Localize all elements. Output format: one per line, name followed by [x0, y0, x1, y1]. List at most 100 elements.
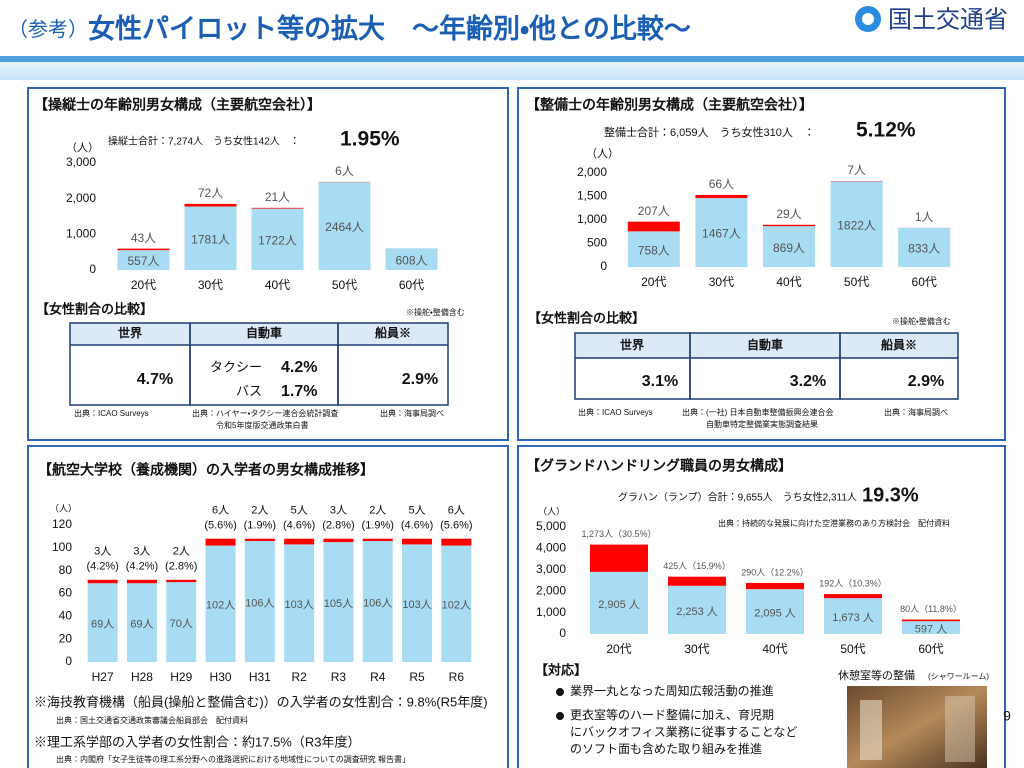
- bar-segment: [87, 579, 118, 584]
- y-tick-label: 120: [52, 517, 72, 531]
- bar-segment: [205, 545, 236, 662]
- bar-segment: [385, 248, 438, 270]
- chart-title: 【航空大学校（養成機関）の入学者の男女構成推移】: [38, 462, 374, 478]
- bar-segment: [244, 540, 275, 662]
- bar-segment: [184, 203, 237, 207]
- x-tick-label: 60代: [918, 642, 943, 656]
- x-tick-label: R3: [331, 670, 347, 684]
- x-tick-label: H28: [131, 670, 153, 684]
- x-tick-label: 60代: [912, 275, 937, 289]
- table-header: 世界: [620, 337, 644, 352]
- value-label: 290人（12.2%）: [741, 567, 809, 577]
- bar-segment: [402, 544, 433, 662]
- x-tick-label: H27: [92, 670, 114, 684]
- share-label: (5.6%): [204, 520, 236, 532]
- value-label: 425人（15.9%）: [663, 561, 731, 571]
- table-source: 自動車特定整備業実態調査結果: [706, 419, 818, 429]
- value-label: 72人: [198, 186, 223, 200]
- table-source: 出典：海事局調べ: [380, 408, 444, 418]
- bar-segment: [166, 582, 197, 662]
- title-prefix: （参考）: [8, 18, 88, 41]
- value-label: 2人: [251, 505, 268, 517]
- chart-highlight: 1.95%: [340, 128, 400, 151]
- photo-detail: [860, 700, 882, 760]
- y-unit: （人）: [538, 506, 565, 516]
- value-label: 2人: [173, 546, 190, 558]
- chart-title: 【整備士の年齢別男女構成（主要航空会社）】: [526, 97, 813, 113]
- y-tick-label: 2,000: [536, 583, 566, 597]
- bar-segment: [441, 538, 472, 546]
- y-tick-label: 2,000: [577, 165, 607, 179]
- y-tick-label: 3,000: [536, 562, 566, 576]
- x-tick-label: 30代: [684, 642, 709, 656]
- bar-segment: [627, 221, 680, 232]
- table-heading: 【女性割合の比較】: [528, 310, 645, 325]
- table-cell: [839, 332, 959, 400]
- chart-summary: グラハン（ランプ）合計：9,655人 うち女性2,311人: [618, 491, 857, 504]
- x-tick-label: H29: [170, 670, 192, 684]
- y-tick-label: 1,000: [577, 212, 607, 226]
- header-stripe: [0, 56, 1024, 62]
- bar-segment: [763, 224, 815, 227]
- bar-segment: [284, 538, 315, 545]
- table-value: 4.2%: [281, 359, 317, 376]
- share-label: (4.2%): [86, 561, 118, 573]
- value-label: 6人: [212, 505, 229, 517]
- y-tick-label: 100: [52, 540, 72, 554]
- share-label: (4.6%): [283, 520, 315, 532]
- bar-segment: [117, 250, 170, 270]
- table-value: 3.1%: [642, 373, 678, 390]
- x-tick-label: H30: [210, 670, 232, 684]
- value-label: 21人: [265, 190, 290, 204]
- y-unit: （人）: [66, 141, 99, 154]
- x-tick-label: 20代: [131, 278, 156, 292]
- x-tick-label: 20代: [606, 642, 631, 656]
- value-label: 758人: [638, 243, 670, 257]
- bar-segment: [898, 227, 951, 267]
- photo-detail: [945, 696, 975, 762]
- value-label: 2,095 人: [754, 607, 796, 619]
- table-header: 船員※: [375, 325, 411, 340]
- x-tick-label: H31: [249, 670, 271, 684]
- value-label: 1722人: [258, 233, 297, 247]
- bar-segment: [402, 538, 433, 545]
- y-tick-label: 0: [65, 654, 72, 668]
- photo-caption-sub: (シャワールーム): [928, 672, 989, 681]
- value-label: 6人: [335, 164, 354, 178]
- y-tick-label: 500: [587, 236, 607, 250]
- table-value: 1.7%: [281, 383, 317, 400]
- share-label: (5.6%): [440, 520, 472, 532]
- note-source: 出典：内閣府「女子生徒等の理工系分野への進路選択における地域性についての調査研究…: [56, 754, 410, 764]
- slide-title: （参考）女性パイロット等の拡大 ～年齢別・他との比較～: [8, 13, 691, 44]
- value-label: 102人: [206, 600, 235, 612]
- value-label: 7人: [847, 163, 866, 177]
- bullet-text: のソフト面も含めた取り組みを推進: [570, 741, 762, 756]
- bar-segment: [746, 582, 804, 590]
- page-number: 9: [1003, 708, 1011, 724]
- table-source: 令和5年度版交通政策白書: [216, 420, 308, 430]
- bar-segment: [205, 538, 236, 546]
- value-label: 3人: [94, 546, 111, 558]
- bar-segment: [251, 207, 304, 209]
- bar-segment: [746, 589, 804, 634]
- bar-segment: [763, 226, 815, 267]
- table-source: 出典：海事局調べ: [884, 407, 948, 417]
- bar-segment: [117, 248, 170, 251]
- chart-title: 【グランドハンドリング職員の男女構成】: [526, 458, 792, 474]
- value-label: 69人: [130, 619, 153, 631]
- logo-icon-inner: [862, 13, 874, 25]
- bar-segment: [166, 579, 197, 583]
- table-heading: 【女性割合の比較】: [36, 301, 153, 316]
- bar-segment: [441, 545, 472, 662]
- bar-segment: [362, 538, 393, 541]
- bar-segment: [668, 585, 726, 634]
- header-band: [0, 62, 1024, 80]
- bar-segment: [902, 621, 960, 634]
- value-label: 1人: [915, 210, 934, 224]
- value-label: 102人: [442, 600, 471, 612]
- x-tick-label: 20代: [641, 275, 666, 289]
- table-header: 自動車: [246, 325, 282, 340]
- value-label: 557人: [127, 254, 159, 268]
- bar-segment: [251, 208, 304, 270]
- value-label: 869人: [773, 241, 805, 255]
